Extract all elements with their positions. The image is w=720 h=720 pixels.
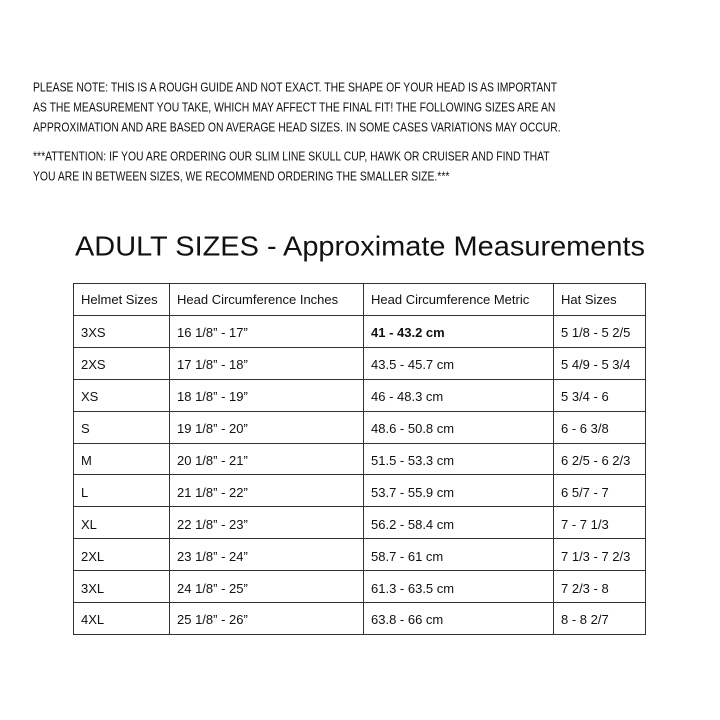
size-table: Helmet Sizes Head Circumference Inches Hea… <box>73 283 646 635</box>
table-row: 3XL 24 1/8” - 25” 61.3 - 63.5 cm 7 2/3 - 8 <box>73 570 646 604</box>
cell: 5 3/4 - 6 <box>553 378 646 412</box>
cell: 61.3 - 63.5 cm <box>363 570 554 604</box>
cell: 3XL <box>73 570 170 604</box>
cell: 58.7 - 61 cm <box>363 538 554 572</box>
cell: 23 1/8” - 24” <box>169 538 364 572</box>
cell: 7 - 7 1/3 <box>553 506 646 540</box>
cell: 48.6 - 50.8 cm <box>363 410 554 444</box>
note-line: PLEASE NOTE: THIS IS A ROUGH GUIDE AND N… <box>33 79 557 94</box>
cell: 16 1/8” - 17” <box>169 315 364 348</box>
cell: L <box>73 474 170 508</box>
note-line: YOU ARE IN BETWEEN SIZES, WE RECOMMEND O… <box>33 168 449 183</box>
cell: 7 1/3 - 7 2/3 <box>553 538 646 572</box>
cell: 3XS <box>73 315 170 348</box>
cell: 17 1/8” - 18” <box>169 346 364 380</box>
cell: 6 5/7 - 7 <box>553 474 646 508</box>
cell: 5 1/8 - 5 2/5 <box>553 315 646 348</box>
cell: S <box>73 410 170 444</box>
table-row: XL 22 1/8” - 23” 56.2 - 58.4 cm 7 - 7 1/3 <box>73 506 646 540</box>
cell: 25 1/8” - 26” <box>169 602 364 635</box>
table-title: ADULT SIZES - Approximate Measurements <box>75 230 645 261</box>
cell: 4XL <box>73 602 170 635</box>
header-cell: Head Circumference Metric <box>363 283 554 316</box>
cell: 24 1/8” - 25” <box>169 570 364 604</box>
table-row: 2XS 17 1/8” - 18” 43.5 - 45.7 cm 5 4/9 - 5 … <box>73 346 646 380</box>
table-row: L 21 1/8” - 22” 53.7 - 55.9 cm 6 5/7 - 7 <box>73 474 646 508</box>
table-row: 2XL 23 1/8” - 24” 58.7 - 61 cm 7 1/3 - 7 2/… <box>73 538 646 572</box>
cell: 22 1/8” - 23” <box>169 506 364 540</box>
table-row: XS 18 1/8” - 19” 46 - 48.3 cm 5 3/4 - 6 <box>73 378 646 412</box>
cell: 63.8 - 66 cm <box>363 602 554 635</box>
table-row: S 19 1/8” - 20” 48.6 - 50.8 cm 6 - 6 3/8 <box>73 410 646 444</box>
cell: 2XL <box>73 538 170 572</box>
note-line: APPROXIMATION AND ARE BASED ON AVERAGE H… <box>33 119 561 134</box>
header-cell: Hat Sizes <box>553 283 646 316</box>
cell: 53.7 - 55.9 cm <box>363 474 554 508</box>
cell: 46 - 48.3 cm <box>363 378 554 412</box>
table-row: 4XL 25 1/8” - 26” 63.8 - 66 cm 8 - 8 2/7 <box>73 602 646 635</box>
cell: 2XS <box>73 346 170 380</box>
cell: 41 - 43.2 cm <box>363 315 554 348</box>
cell: 21 1/8” - 22” <box>169 474 364 508</box>
header-cell: Head Circumference Inches <box>169 283 364 316</box>
cell: 7 2/3 - 8 <box>553 570 646 604</box>
cell: 56.2 - 58.4 cm <box>363 506 554 540</box>
cell: 19 1/8” - 20” <box>169 410 364 444</box>
cell: XL <box>73 506 170 540</box>
header-row: Helmet Sizes Head Circumference Inches Hea… <box>73 283 646 316</box>
cell: 8 - 8 2/7 <box>553 602 646 635</box>
cell: 43.5 - 45.7 cm <box>363 346 554 380</box>
table-row: 3XS 16 1/8” - 17” 41 - 43.2 cm 5 1/8 - 5 2/… <box>73 315 646 348</box>
note-line: AS THE MEASUREMENT YOU TAKE, WHICH MAY A… <box>33 99 555 114</box>
table-row: M 20 1/8” - 21” 51.5 - 53.3 cm 6 2/5 - 6 2/… <box>73 442 646 476</box>
notes-area: PLEASE NOTE: THIS IS A ROUGH GUIDE AND N… <box>33 79 645 261</box>
cell: 20 1/8” - 21” <box>169 442 364 476</box>
cell: M <box>73 442 170 476</box>
cell: 18 1/8” - 19” <box>169 378 364 412</box>
cell: 5 4/9 - 5 3/4 <box>553 346 646 380</box>
note-line: ***ATTENTION: IF YOU ARE ORDERING OUR SL… <box>33 148 550 163</box>
header-cell: Helmet Sizes <box>73 283 170 316</box>
cell: XS <box>73 378 170 412</box>
cell: 6 - 6 3/8 <box>553 410 646 444</box>
cell: 6 2/5 - 6 2/3 <box>553 442 646 476</box>
cell: 51.5 - 53.3 cm <box>363 442 554 476</box>
